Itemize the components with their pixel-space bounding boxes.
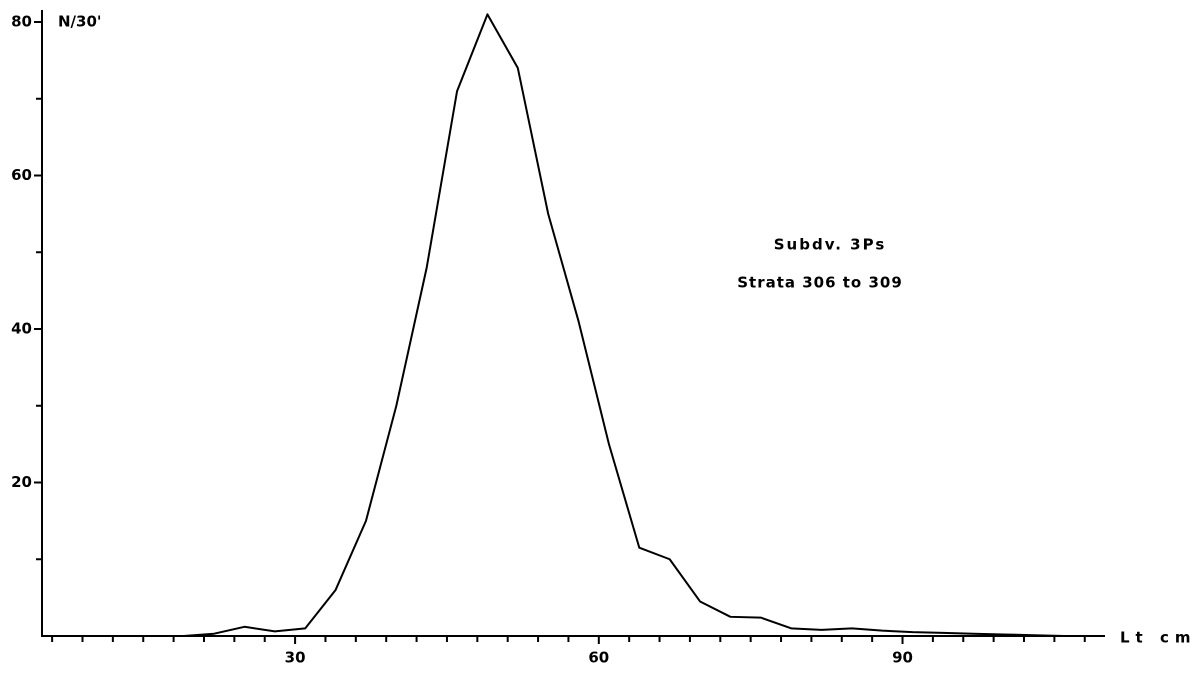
x-tick-label: 60 xyxy=(588,649,609,667)
annotation: Subdv. 3Ps xyxy=(774,236,887,254)
y-tick-label: 20 xyxy=(11,473,32,491)
annotation: Strata 306 to 309 xyxy=(737,274,903,292)
x-axis-label: Lt cm xyxy=(1120,629,1196,647)
y-tick-label: 80 xyxy=(11,13,32,31)
y-axis-label: N/30' xyxy=(58,13,102,31)
y-tick-label: 60 xyxy=(11,166,32,184)
data-line xyxy=(92,13,1095,637)
x-tick-label: 90 xyxy=(892,649,913,667)
x-tick-label: 30 xyxy=(285,649,306,667)
y-tick-label: 40 xyxy=(11,320,32,338)
